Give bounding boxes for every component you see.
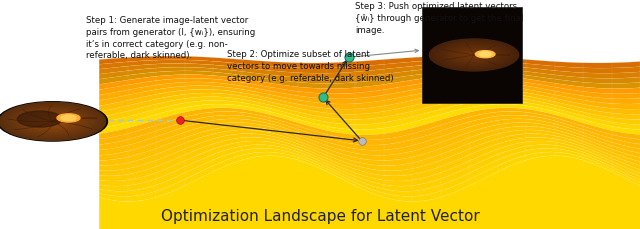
Polygon shape xyxy=(99,56,640,68)
Circle shape xyxy=(38,116,67,126)
Circle shape xyxy=(45,119,60,124)
Circle shape xyxy=(467,52,481,58)
Polygon shape xyxy=(99,112,640,145)
Text: Step 3: Push optimized latent vectors
{ŵᵢ} through generator to get the final
im: Step 3: Push optimized latent vectors {ŵ… xyxy=(355,2,524,35)
Circle shape xyxy=(433,40,515,70)
Circle shape xyxy=(35,115,70,128)
Circle shape xyxy=(0,102,108,141)
Polygon shape xyxy=(99,82,640,104)
Circle shape xyxy=(463,51,485,59)
Circle shape xyxy=(429,39,518,71)
Polygon shape xyxy=(99,137,640,181)
Circle shape xyxy=(456,48,493,62)
Polygon shape xyxy=(99,60,640,73)
Circle shape xyxy=(10,106,95,136)
Circle shape xyxy=(31,114,74,129)
Circle shape xyxy=(440,43,508,67)
Polygon shape xyxy=(99,63,640,78)
Circle shape xyxy=(28,112,77,130)
Circle shape xyxy=(470,54,477,56)
Polygon shape xyxy=(99,93,640,119)
Circle shape xyxy=(3,104,102,139)
Circle shape xyxy=(0,102,106,140)
Polygon shape xyxy=(99,123,640,161)
Text: Optimization Landscape for Latent Vector: Optimization Landscape for Latent Vector xyxy=(161,209,479,224)
Bar xyxy=(422,7,522,103)
Polygon shape xyxy=(99,67,640,84)
Polygon shape xyxy=(99,119,640,155)
Circle shape xyxy=(49,120,56,123)
Circle shape xyxy=(61,115,76,121)
Polygon shape xyxy=(99,71,640,89)
Polygon shape xyxy=(99,148,640,196)
Circle shape xyxy=(6,105,99,138)
Circle shape xyxy=(17,109,88,134)
Circle shape xyxy=(476,51,495,58)
Polygon shape xyxy=(99,141,640,186)
Polygon shape xyxy=(99,115,640,150)
Polygon shape xyxy=(99,156,640,229)
Circle shape xyxy=(479,52,492,56)
Text: Step 1: Generate image-latent vector
pairs from generator (I, {wᵢ}), ensuring
it: Step 1: Generate image-latent vector pai… xyxy=(86,16,255,60)
Circle shape xyxy=(24,111,81,131)
Polygon shape xyxy=(99,89,640,114)
Polygon shape xyxy=(99,134,640,176)
Polygon shape xyxy=(99,75,640,94)
Polygon shape xyxy=(99,97,640,125)
Circle shape xyxy=(13,107,92,135)
Polygon shape xyxy=(99,86,640,109)
Circle shape xyxy=(20,110,84,133)
Polygon shape xyxy=(99,104,640,135)
Circle shape xyxy=(436,42,511,68)
Polygon shape xyxy=(99,145,640,191)
Polygon shape xyxy=(99,108,640,140)
Circle shape xyxy=(444,44,504,66)
Circle shape xyxy=(42,117,63,125)
Polygon shape xyxy=(99,130,640,171)
Circle shape xyxy=(448,46,500,64)
Polygon shape xyxy=(99,100,640,130)
Polygon shape xyxy=(99,126,640,166)
Circle shape xyxy=(459,50,489,60)
Polygon shape xyxy=(99,78,640,99)
Text: Step 2: Optimize subset of latent
vectors to move towards missing
category (e.g.: Step 2: Optimize subset of latent vector… xyxy=(227,50,394,83)
Circle shape xyxy=(452,47,496,63)
Polygon shape xyxy=(99,152,640,202)
Circle shape xyxy=(17,111,62,127)
Circle shape xyxy=(57,114,80,122)
